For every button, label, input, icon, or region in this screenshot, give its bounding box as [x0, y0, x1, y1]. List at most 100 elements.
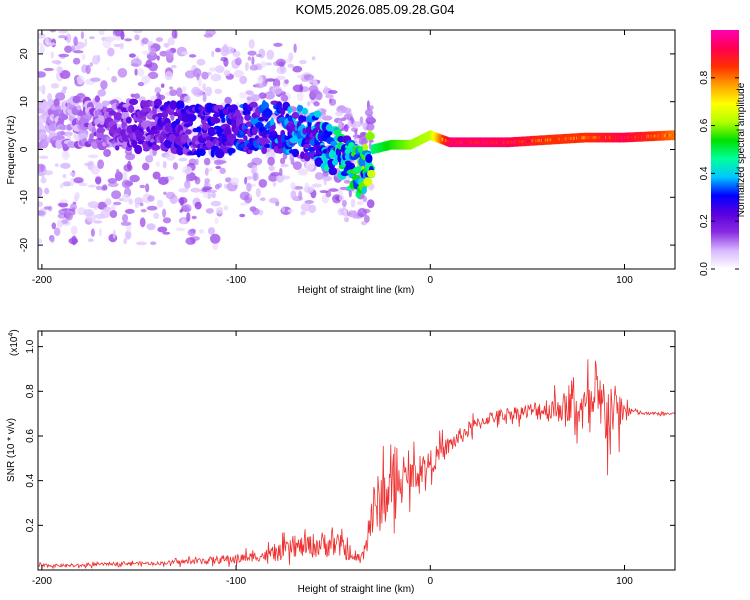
spectrogram-blob	[154, 87, 162, 94]
spectrogram-ridge-mark	[212, 117, 221, 124]
spectrogram-peak-mark	[454, 140, 457, 144]
spectrogram-blob	[88, 184, 97, 188]
spectrogram-peak-mark	[489, 140, 492, 144]
spectrogram-peak-mark	[595, 136, 597, 140]
spectrogram-peak-mark	[461, 140, 463, 144]
spectrogram-peak-mark	[655, 134, 658, 138]
spectrogram-peak-mark	[484, 140, 487, 144]
spectrogram-blob	[81, 53, 86, 60]
spectrogram-peak-mark	[466, 140, 468, 144]
spectrogram-peak-mark	[509, 140, 511, 144]
spectrogram-blob	[38, 210, 46, 216]
spectrogram-peak-mark	[639, 135, 641, 139]
spectrogram-blob	[165, 153, 176, 161]
spectrogram-blob	[214, 88, 222, 95]
spectrogram-blob	[179, 209, 183, 213]
spectrogram-peak-mark	[621, 136, 624, 140]
spectrogram-peak-mark	[631, 135, 633, 139]
spectrogram-blob	[95, 176, 102, 185]
spectrogram-peak-mark	[546, 138, 549, 142]
spectrogram-blob	[264, 91, 276, 100]
spectrogram-blob	[343, 209, 348, 219]
spectrogram-ridge-mark	[161, 110, 169, 119]
spectrogram-blob	[50, 51, 54, 59]
spectrogram-peak-mark	[570, 137, 572, 140]
spectrogram-blob	[134, 93, 140, 99]
spectrogram-blob	[364, 108, 374, 117]
colorbar-tick-label: 0.4	[699, 166, 710, 180]
snr-y-tick-label: 0.2	[25, 518, 36, 532]
spectrogram-peak-mark	[475, 140, 478, 144]
spectrogram-peak-mark	[529, 139, 531, 143]
spectrogram-blob	[97, 54, 101, 63]
spectrogram-peak-mark	[668, 134, 670, 137]
spectrogram-blob	[211, 192, 217, 199]
spectrogram-blob	[353, 134, 358, 140]
spectrogram-blob	[246, 96, 252, 101]
spectrogram-blob	[38, 201, 44, 208]
spectrogram-blob	[244, 177, 248, 185]
spectrogram-blob	[287, 63, 295, 68]
spectrogram-peak-mark	[456, 140, 459, 144]
spectrogram-blob	[147, 195, 155, 202]
spectrogram-peak-mark	[486, 140, 489, 144]
spectrogram-peak-mark	[464, 140, 466, 144]
snr-panel: -200 -100 0 100 0.2 0.4 0.6 0.8 1.0 Height of s…	[6, 329, 676, 595]
spectrogram-peak-mark	[577, 136, 580, 140]
spectrogram-peak-mark	[557, 137, 560, 141]
spectrogram-blob	[205, 208, 214, 214]
spectrogram-blob	[104, 198, 112, 206]
spectrogram-ridge-mark	[276, 101, 283, 109]
spectrogram-ridge-mark	[94, 95, 100, 103]
spectrogram-blob	[359, 132, 366, 136]
spectrogram-peak-mark	[565, 137, 567, 141]
spectrogram-peak-mark	[473, 140, 475, 144]
spectrogram-peak-mark	[462, 140, 464, 144]
spectrogram-peak-mark	[457, 140, 460, 144]
spectrogram-blob	[64, 45, 73, 53]
spectrogram-blob	[358, 138, 369, 145]
spectrogram-blob	[248, 194, 253, 199]
spectrogram-blob	[212, 242, 219, 251]
spectrogram-y-label: Frequency (Hz)	[6, 116, 17, 185]
spectrogram-ridge-mark	[262, 108, 273, 118]
spectrogram-blob	[69, 203, 77, 211]
spectrogram-blob	[272, 181, 277, 187]
snr-y-label: SNR (10 * v/v)	[6, 418, 17, 482]
spectrogram-blob	[124, 38, 132, 42]
colorbar-tick-label: 0.2	[699, 214, 710, 228]
spectrogram-blob	[62, 174, 67, 179]
spectrogram-peak-mark	[531, 139, 533, 143]
figure-title: KOM5.2026.085.09.28.G04	[295, 2, 454, 17]
spectrogram-blob	[121, 193, 130, 203]
spectrogram-y-tick-label: 20	[19, 48, 30, 60]
spectrogram-blob	[255, 53, 263, 58]
spectrogram-blob	[137, 81, 144, 87]
spectrogram-blob	[247, 56, 252, 61]
spectrogram-x-tick-label: 100	[616, 275, 633, 286]
spectrogram-blob	[251, 56, 255, 65]
spectrogram-ridge-mark	[112, 124, 117, 131]
spectrogram-peak-mark	[459, 140, 461, 144]
spectrogram-blob	[89, 36, 95, 40]
spectrogram-peak-mark	[559, 137, 561, 141]
spectrogram-ridge-mark	[140, 136, 146, 141]
spectrogram-blob	[220, 46, 230, 57]
spectrogram-blob	[187, 228, 196, 237]
spectrogram-blob	[245, 176, 254, 180]
spectrogram-peak-mark	[504, 140, 506, 144]
spectrogram-peak-mark	[648, 134, 651, 138]
spectrogram-blob	[325, 94, 334, 99]
spectrogram-blob	[224, 96, 232, 105]
spectrogram-blob	[293, 43, 297, 53]
spectrogram-peak-mark	[670, 133, 672, 137]
spectrogram-peak-mark	[543, 138, 546, 142]
spectrogram-blob	[112, 229, 116, 239]
spectrogram-blob	[258, 179, 268, 188]
spectrogram-peak-mark	[475, 140, 477, 144]
spectrogram-blob	[39, 45, 45, 54]
spectrogram-blob	[350, 198, 356, 208]
spectrogram-blob	[281, 206, 285, 213]
spectrogram-peak-mark	[598, 136, 600, 140]
spectrogram-blob	[204, 167, 209, 176]
